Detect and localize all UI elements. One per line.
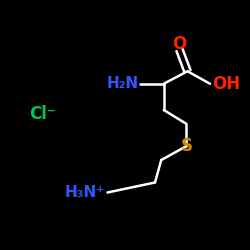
Text: Cl⁻: Cl⁻ <box>29 105 56 123</box>
Text: OH: OH <box>212 75 240 93</box>
Text: H₂N: H₂N <box>106 76 139 91</box>
Text: S: S <box>180 137 192 155</box>
Text: H₃N⁺: H₃N⁺ <box>65 185 105 200</box>
Text: O: O <box>172 35 186 53</box>
